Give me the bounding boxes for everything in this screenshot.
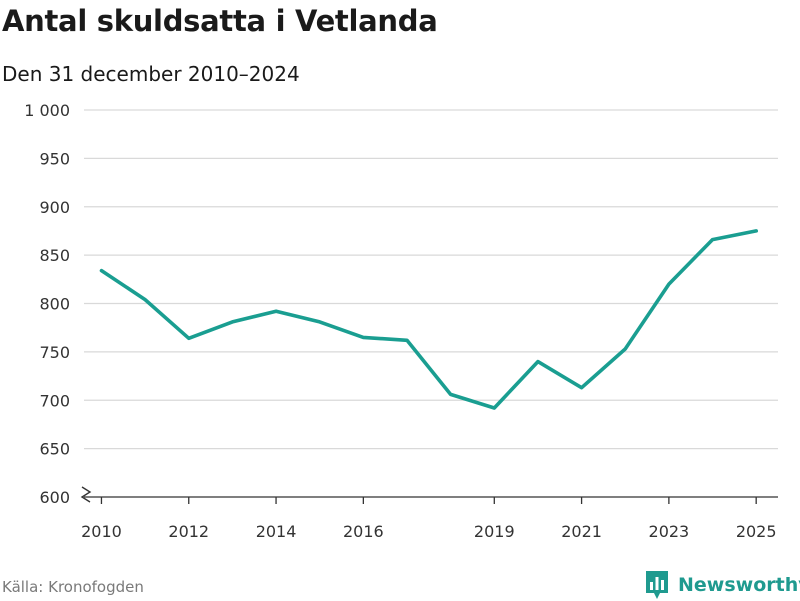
y-tick-label-900: 900 — [39, 198, 70, 217]
y-tick-label-650: 650 — [39, 440, 70, 459]
data-point-2019 — [492, 406, 496, 410]
data-point-2023 — [667, 282, 671, 286]
y-tick-label-950: 950 — [39, 149, 70, 168]
y-axis-ticks: 600 650 700 750 800 850 900 950 1 000 — [24, 101, 70, 507]
y-tick-label-800: 800 — [39, 295, 70, 314]
x-tick-label-2010: 2010 — [81, 522, 122, 541]
x-tick-label-2023: 2023 — [649, 522, 690, 541]
bar-chart-logo-icon — [646, 571, 668, 599]
data-point-2025 — [754, 229, 758, 233]
data-point-2011 — [143, 298, 147, 302]
y-tick-label-600: 600 — [39, 488, 70, 507]
series-line-group — [99, 229, 759, 410]
data-point-2018 — [449, 392, 453, 396]
gridlines — [84, 109, 778, 450]
data-point-2017 — [405, 338, 409, 342]
y-tick-label-850: 850 — [39, 246, 70, 265]
brand-name: Newsworthy — [678, 574, 800, 596]
axis-break-icon — [80, 486, 92, 503]
data-point-2010 — [99, 269, 103, 273]
data-point-2015 — [318, 320, 322, 324]
data-point-2021 — [580, 386, 584, 390]
chart-subtitle: Den 31 december 2010–2024 — [2, 62, 300, 86]
brand-logo: Newsworthy — [644, 569, 800, 601]
data-point-2012 — [187, 336, 191, 340]
y-tick-label-750: 750 — [39, 343, 70, 362]
data-point-2020 — [536, 360, 540, 364]
data-point-2014 — [274, 309, 278, 313]
x-tick-label-2019: 2019 — [474, 522, 515, 541]
x-tick-label-2021: 2021 — [561, 522, 602, 541]
y-tick-label-1000: 1 000 — [24, 101, 70, 120]
source-note: Källa: Kronofogden — [2, 578, 144, 596]
data-point-2016 — [361, 335, 365, 339]
x-tick-label-2014: 2014 — [256, 522, 297, 541]
x-axis: 2010 2012 2014 2016 2019 2021 2023 2025 — [80, 486, 778, 541]
x-tick-label-2016: 2016 — [343, 522, 384, 541]
chart-title: Antal skuldsatta i Vetlanda — [2, 4, 438, 38]
data-point-2013 — [230, 320, 234, 324]
y-tick-label-700: 700 — [39, 391, 70, 410]
x-tick-label-2025: 2025 — [736, 522, 777, 541]
data-point-2024 — [711, 238, 715, 242]
x-tick-label-2012: 2012 — [168, 522, 209, 541]
data-point-2022 — [623, 347, 627, 351]
series-line — [99, 229, 759, 410]
